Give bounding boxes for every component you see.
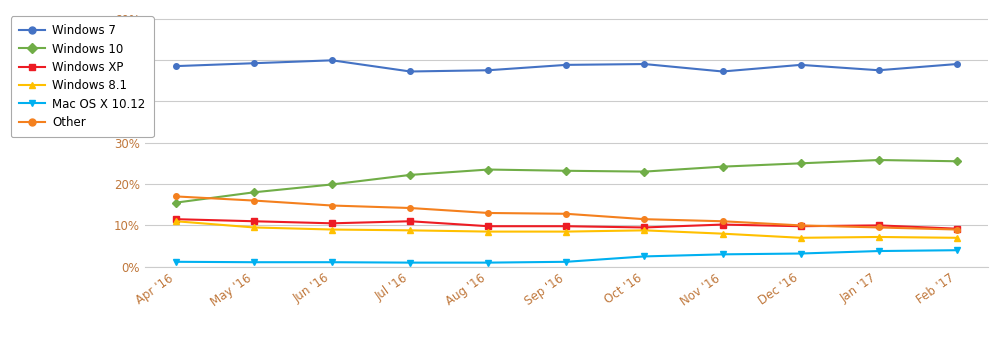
Windows XP	[872, 223, 884, 227]
Line: Windows XP: Windows XP	[174, 216, 959, 232]
Other	[639, 217, 651, 221]
Legend: Windows 7, Windows 10, Windows XP, Windows 8.1, Mac OS X 10.12, Other: Windows 7, Windows 10, Windows XP, Windo…	[11, 16, 154, 137]
Windows 10	[249, 190, 260, 194]
Windows 8.1	[717, 232, 729, 236]
Mac OS X 10.12	[170, 260, 182, 264]
Mac OS X 10.12	[717, 252, 729, 256]
Other	[170, 194, 182, 198]
Other	[326, 203, 338, 208]
Mac OS X 10.12	[249, 260, 260, 264]
Windows 8.1	[249, 225, 260, 229]
Windows XP	[639, 225, 651, 229]
Windows 10	[561, 169, 573, 173]
Other	[717, 219, 729, 223]
Mac OS X 10.12	[951, 248, 963, 252]
Mac OS X 10.12	[561, 260, 573, 264]
Line: Mac OS X 10.12: Mac OS X 10.12	[174, 247, 959, 265]
Windows 10	[326, 182, 338, 186]
Windows 8.1	[482, 229, 494, 234]
Windows XP	[170, 217, 182, 221]
Windows 7	[326, 58, 338, 62]
Windows 8.1	[639, 228, 651, 233]
Line: Windows 8.1: Windows 8.1	[174, 219, 959, 240]
Windows 7	[794, 63, 806, 67]
Windows XP	[951, 227, 963, 231]
Windows 7	[404, 69, 416, 74]
Mac OS X 10.12	[326, 260, 338, 264]
Windows 8.1	[561, 229, 573, 234]
Windows 10	[170, 200, 182, 205]
Other	[249, 198, 260, 202]
Windows 10	[404, 173, 416, 177]
Windows 8.1	[170, 219, 182, 223]
Windows 8.1	[794, 236, 806, 240]
Windows 10	[794, 161, 806, 166]
Mac OS X 10.12	[482, 261, 494, 265]
Mac OS X 10.12	[872, 249, 884, 253]
Windows 7	[482, 68, 494, 72]
Windows XP	[794, 224, 806, 228]
Other	[404, 206, 416, 210]
Windows 8.1	[872, 235, 884, 239]
Line: Windows 10: Windows 10	[174, 157, 959, 206]
Windows 7	[872, 68, 884, 72]
Windows 10	[872, 158, 884, 162]
Other	[482, 211, 494, 215]
Windows 7	[639, 62, 651, 66]
Windows XP	[717, 223, 729, 227]
Mac OS X 10.12	[639, 254, 651, 259]
Mac OS X 10.12	[404, 261, 416, 265]
Windows XP	[249, 219, 260, 223]
Windows 8.1	[404, 228, 416, 233]
Windows XP	[404, 219, 416, 223]
Windows 8.1	[326, 227, 338, 232]
Other	[561, 212, 573, 216]
Windows XP	[482, 224, 494, 228]
Line: Windows 7: Windows 7	[174, 57, 959, 74]
Mac OS X 10.12	[794, 251, 806, 255]
Other	[951, 227, 963, 232]
Other	[872, 225, 884, 229]
Other	[794, 223, 806, 227]
Windows 7	[249, 61, 260, 65]
Windows XP	[561, 224, 573, 228]
Windows 7	[170, 64, 182, 68]
Line: Other: Other	[174, 194, 959, 232]
Windows XP	[326, 221, 338, 225]
Windows 7	[717, 69, 729, 74]
Windows 10	[951, 159, 963, 163]
Windows 10	[639, 170, 651, 174]
Windows 10	[717, 165, 729, 169]
Windows 8.1	[951, 236, 963, 240]
Windows 7	[951, 62, 963, 66]
Windows 10	[482, 168, 494, 172]
Windows 7	[561, 63, 573, 67]
